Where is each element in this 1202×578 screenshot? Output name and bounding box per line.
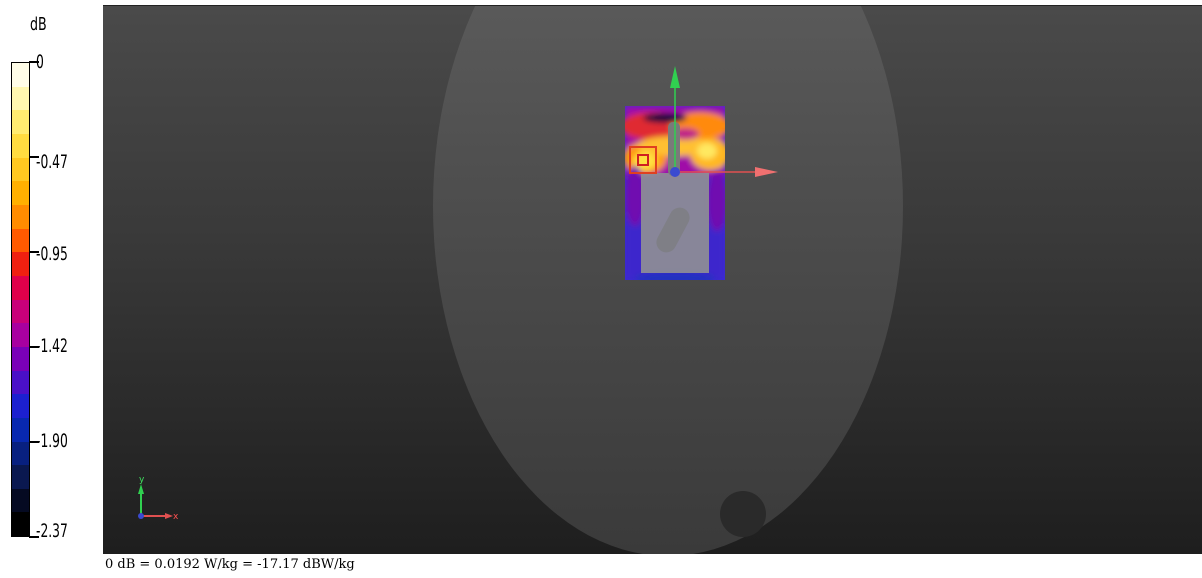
color-scale-segment: [12, 110, 29, 134]
color-scale-segment: [12, 228, 29, 253]
color-scale-segment: [12, 133, 29, 158]
color-scale-segment: [12, 512, 29, 537]
color-scale-segment: [12, 370, 29, 395]
color-scale-segment: [12, 86, 29, 111]
color-scale-segment: [12, 488, 29, 513]
legend-tick: [29, 61, 39, 63]
peak-location-marker: [629, 146, 657, 174]
legend-tick: [29, 156, 39, 158]
triad-y-label: y: [139, 475, 145, 485]
antenna-rod: [668, 122, 680, 176]
legend-tick-label: 0: [36, 51, 44, 73]
color-scale-segment: [12, 252, 29, 276]
color-scale-segment: [12, 323, 29, 347]
color-scale-segment: [12, 275, 29, 300]
legend-tick: [29, 346, 39, 348]
triad-origin-icon: [138, 513, 144, 519]
x-axis-arrow-icon: [755, 167, 778, 177]
legend-tick: [29, 251, 39, 253]
color-scale-segment: [12, 204, 29, 229]
color-scale-segment: [12, 346, 29, 371]
axes-overlay: y x: [138, 66, 778, 522]
color-scale-segment: [12, 157, 29, 182]
origin-sphere-icon: [670, 167, 680, 177]
y-axis-arrow-icon: [670, 66, 680, 88]
color-scale-segment: [12, 394, 29, 418]
phantom-ellipse: [433, 6, 903, 554]
legend-tick-label: -2.37: [36, 520, 68, 542]
legend-tick-label: -0.47: [36, 151, 68, 173]
phantom-hole: [720, 491, 766, 537]
legend-tick-label: -1.42: [36, 335, 68, 357]
reference-level-note: 0 dB = 0.0192 W/kg = -17.17 dBW/kg: [105, 557, 355, 572]
color-scale-segment: [12, 63, 29, 87]
triad-y-arrow-icon: [138, 484, 144, 494]
color-scale-segment: [12, 465, 29, 489]
color-scale-segment: [12, 181, 29, 205]
peak-location-inner-marker: [637, 154, 649, 166]
legend-tick: [29, 441, 39, 443]
color-scale-bar: [11, 62, 30, 537]
color-scale-segment: [12, 441, 29, 466]
triad-x-arrow-icon: [165, 513, 173, 519]
3d-viewport[interactable]: y x: [103, 5, 1202, 554]
legend-unit-label: dB: [30, 14, 47, 35]
triad-x-label: x: [173, 512, 179, 522]
legend-tick-label: -1.90: [36, 430, 68, 452]
legend-tick: [29, 536, 39, 538]
color-scale-segment: [12, 299, 29, 324]
legend-tick-label: -0.95: [36, 243, 68, 265]
color-scale-segment: [12, 417, 29, 442]
